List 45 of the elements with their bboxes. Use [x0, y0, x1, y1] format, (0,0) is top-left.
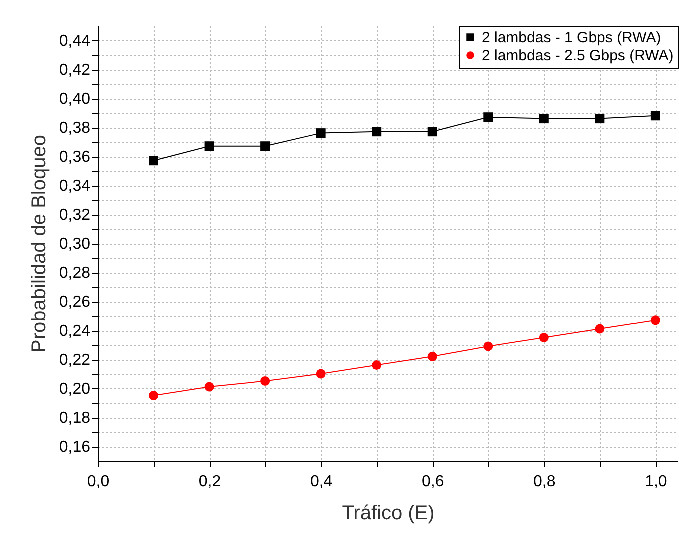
- point: [539, 333, 549, 342]
- point: [149, 156, 159, 166]
- point: [428, 352, 438, 362]
- y-tick-label: 0,16: [59, 439, 91, 456]
- point: [316, 369, 326, 379]
- y-tick-label: 0,22: [59, 352, 91, 369]
- point: [260, 142, 270, 152]
- y-tick-label: 0,32: [59, 207, 91, 224]
- point: [650, 111, 660, 121]
- y-tick-label: 0,38: [59, 120, 91, 137]
- y-tick-label: 0,28: [59, 265, 91, 282]
- legend-label: 2 lambdas - 2.5 Gbps (RWA): [482, 48, 674, 64]
- point: [428, 127, 438, 137]
- point: [484, 342, 494, 352]
- x-tick-label: 1,0: [645, 474, 668, 490]
- x-axis-title: Tráfico (E): [342, 502, 435, 524]
- x-tick-label: 0,2: [198, 474, 222, 490]
- x-tick-label: 0,8: [534, 474, 556, 490]
- y-tick-label: 0,42: [59, 62, 91, 79]
- y-tick-label: 0,18: [59, 410, 91, 427]
- legend-label: 2 lambdas - 1 Gbps (RWA): [482, 30, 662, 46]
- point: [372, 360, 382, 370]
- point: [204, 382, 214, 392]
- x-tick-label: 0,0: [87, 474, 110, 490]
- y-tick-label: 0,40: [59, 91, 91, 108]
- y-tick-label: 0,34: [59, 178, 91, 195]
- point: [372, 127, 382, 137]
- y-tick-label: 0,44: [59, 33, 91, 50]
- point: [149, 391, 159, 400]
- x-tick-label: 0,4: [310, 474, 333, 490]
- y-axis-title: Probabilidad de Bloqueo: [28, 135, 50, 353]
- y-tick-label: 0,36: [59, 149, 91, 166]
- y-tick-label: 0,20: [59, 381, 91, 398]
- point: [484, 112, 494, 122]
- point: [595, 114, 605, 124]
- point: [650, 316, 660, 326]
- point: [204, 142, 214, 152]
- x-tick-label: 0,6: [422, 474, 444, 490]
- point: [595, 324, 605, 334]
- point: [316, 128, 326, 138]
- point: [260, 376, 270, 386]
- y-tick-label: 0,26: [59, 294, 91, 311]
- y-tick-label: 0,24: [59, 323, 91, 340]
- y-tick-label: 0,30: [59, 236, 91, 253]
- point: [539, 114, 549, 124]
